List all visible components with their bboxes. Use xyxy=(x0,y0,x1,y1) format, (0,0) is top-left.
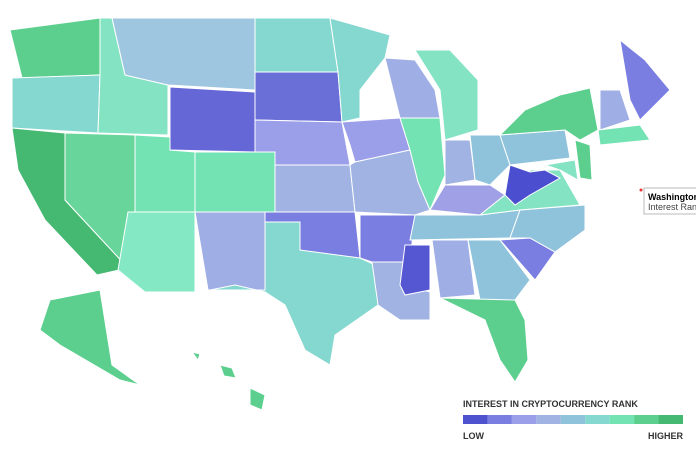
state[interactable] xyxy=(444,139,476,186)
states xyxy=(9,17,671,411)
legend-high: HIGHER xyxy=(648,431,684,441)
tooltip-title: Washington D xyxy=(648,192,696,202)
state[interactable] xyxy=(467,239,531,301)
state[interactable] xyxy=(39,289,141,386)
state[interactable] xyxy=(429,184,506,216)
state[interactable] xyxy=(544,159,579,181)
legend-swatch xyxy=(487,415,512,424)
state[interactable] xyxy=(504,164,562,206)
state[interactable] xyxy=(499,129,571,166)
state[interactable] xyxy=(619,38,671,121)
state[interactable] xyxy=(414,49,479,141)
state[interactable] xyxy=(209,221,379,366)
state[interactable] xyxy=(329,17,391,123)
state[interactable] xyxy=(219,364,237,379)
state[interactable] xyxy=(111,17,256,91)
state[interactable] xyxy=(274,164,356,213)
legend-swatch xyxy=(658,415,683,424)
legend-swatch xyxy=(634,415,659,424)
tooltip-dot xyxy=(639,188,643,192)
state[interactable] xyxy=(599,89,631,131)
state[interactable] xyxy=(249,387,266,411)
state[interactable] xyxy=(469,134,511,186)
legend-swatch xyxy=(609,415,635,424)
legend-low: LOW xyxy=(463,431,484,441)
state[interactable] xyxy=(194,151,276,213)
tooltip-label: Interest Rank xyxy=(648,202,696,212)
state[interactable] xyxy=(117,211,196,293)
state[interactable] xyxy=(254,71,343,123)
legend-swatch xyxy=(511,415,537,424)
state[interactable] xyxy=(597,124,651,146)
state[interactable] xyxy=(169,86,256,153)
legend-title: INTEREST IN CRYPTOCURRENCY RANK xyxy=(463,399,638,409)
state[interactable] xyxy=(194,211,266,291)
state[interactable] xyxy=(409,209,521,241)
legend-swatch xyxy=(536,415,561,424)
state[interactable] xyxy=(384,57,441,119)
state[interactable] xyxy=(399,244,431,296)
legend-swatch xyxy=(585,415,610,424)
legend-swatch xyxy=(560,415,586,424)
state[interactable] xyxy=(190,351,201,362)
state[interactable] xyxy=(9,17,101,79)
state[interactable] xyxy=(498,87,599,141)
state[interactable] xyxy=(574,139,593,181)
state[interactable] xyxy=(254,17,339,73)
state[interactable] xyxy=(431,239,476,299)
tooltip-box xyxy=(643,187,696,215)
state[interactable] xyxy=(439,297,529,383)
state[interactable] xyxy=(11,74,101,134)
legend-swatch xyxy=(463,415,488,424)
legend-swatches xyxy=(463,415,683,424)
